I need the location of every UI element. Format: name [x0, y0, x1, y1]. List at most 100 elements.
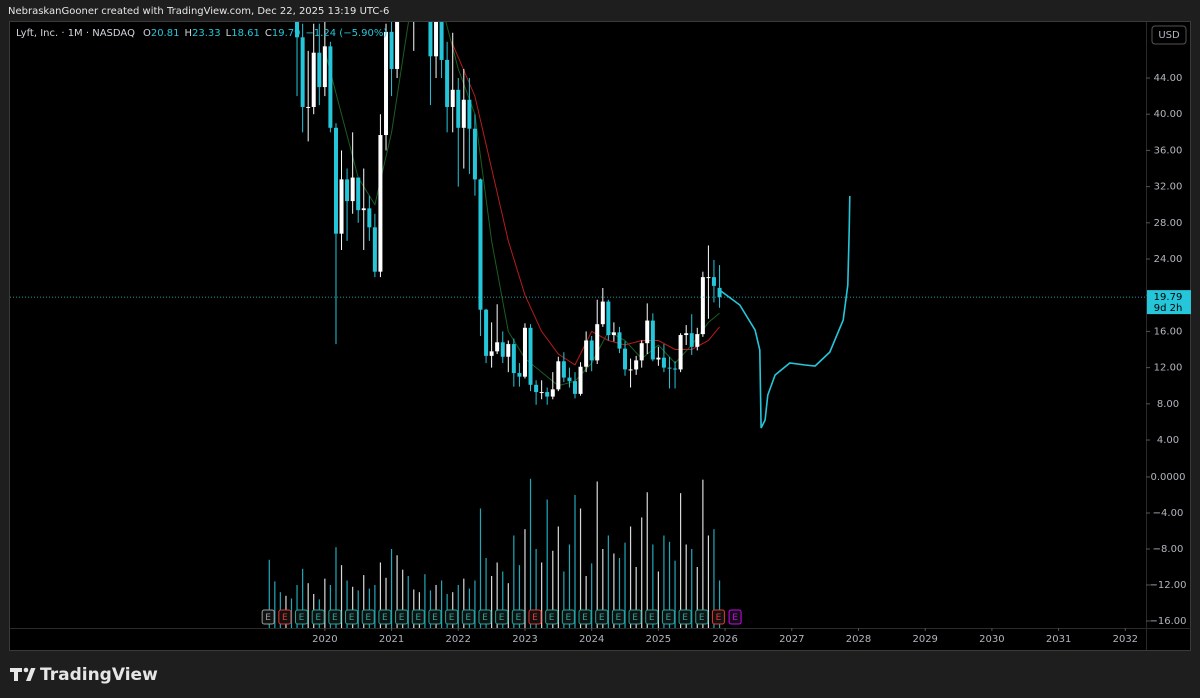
volume-bar [618, 557, 621, 628]
ohlc-label: C [265, 28, 272, 39]
volume-bar [685, 544, 687, 628]
candle-body [689, 333, 694, 347]
last-price-label: 19.79 [1154, 292, 1183, 303]
earnings-marker [595, 609, 609, 625]
volume-bar [307, 583, 309, 628]
candle-body [611, 332, 616, 336]
volume-bar [518, 565, 521, 628]
currency[interactable]: USD [1158, 30, 1180, 41]
candle-body [556, 361, 561, 390]
volume-bar [624, 542, 626, 628]
x-tick-label: 2020 [312, 634, 337, 645]
volume-bar [352, 586, 354, 628]
footer-logo: TradingView [40, 665, 158, 685]
earnings-label: E [299, 613, 305, 623]
earnings-label: E [649, 613, 655, 623]
volume-bar [668, 541, 671, 628]
y-tick-label: 4.00 [1157, 435, 1179, 446]
volume-bar [424, 574, 426, 628]
y-tick-label: 16.00 [1154, 326, 1183, 337]
earnings-marker [445, 609, 459, 625]
earnings-label: E [399, 613, 405, 623]
footer [0, 651, 1200, 698]
earnings-label: E [532, 613, 538, 623]
axes: 4.008.0012.0016.0020.0024.0028.0032.0036… [312, 73, 1191, 645]
x-tick-label: 2032 [1113, 634, 1138, 645]
candle-body [528, 327, 533, 385]
earnings-marker [361, 609, 375, 625]
candle-body [456, 89, 461, 128]
lower-tick-label: −12.00 [1149, 580, 1186, 591]
volume-bar [507, 583, 509, 628]
candle-body [295, 22, 300, 38]
volume-bar [374, 584, 376, 628]
volume-bar [646, 492, 648, 628]
earnings-marker [661, 609, 675, 625]
candle-body [445, 59, 450, 107]
earnings-label: E [515, 613, 521, 623]
candle-body [595, 324, 600, 361]
candle-body [606, 301, 611, 336]
volume-bar [568, 544, 571, 628]
earnings-marker [561, 609, 575, 625]
candle-body [467, 99, 472, 129]
y-tick-label: 44.00 [1154, 73, 1183, 84]
volume-bar [296, 584, 298, 628]
candle-body [589, 340, 594, 361]
volume-bar [324, 578, 326, 628]
volume-bar [579, 508, 582, 628]
volume-bar [385, 577, 387, 628]
candle-body [639, 343, 644, 361]
candle-body [367, 208, 372, 228]
volume-bar [541, 562, 543, 628]
earnings-marker [328, 609, 342, 625]
earnings-label: E [315, 613, 321, 623]
header: NebraskanGooner created with TradingView… [8, 6, 389, 17]
volume-bar [524, 529, 526, 628]
y-tick-label: 24.00 [1154, 254, 1183, 265]
candle-body [678, 335, 683, 370]
candle-body [333, 127, 338, 234]
earnings-label: E [582, 613, 588, 623]
candle-body [545, 392, 550, 397]
candle-body [700, 277, 705, 335]
candle-body [495, 342, 500, 352]
x-tick-label: 2031 [1046, 634, 1071, 645]
candle-body [306, 106, 311, 108]
currency-button[interactable] [1151, 25, 1187, 45]
earnings-marker [395, 609, 409, 625]
lower-tick-label: 0.0000 [1151, 472, 1186, 483]
volume-bar [468, 588, 471, 628]
volume-bar [491, 575, 493, 628]
volume-bar [357, 590, 359, 628]
volume-bar [329, 584, 331, 628]
earnings-label: E [332, 613, 338, 623]
candle-body [484, 309, 489, 356]
earnings-label: E [599, 613, 605, 623]
candle-body [472, 128, 477, 180]
candle-body [311, 52, 316, 107]
volume-bar [718, 580, 721, 628]
volume-bar [691, 548, 693, 628]
x-tick-label: 2030 [979, 634, 1004, 645]
earnings-label: E [682, 613, 688, 623]
y-tick-label: 28.00 [1154, 218, 1183, 229]
volume-bar [363, 575, 365, 628]
candle-body [661, 357, 666, 368]
volume-bar [368, 588, 370, 628]
volume-bar [546, 499, 548, 628]
volume-bar [274, 581, 276, 628]
candle-body [617, 332, 622, 349]
volume-bar [657, 571, 659, 628]
x-tick-label: 2024 [579, 634, 604, 645]
earnings-marker [495, 609, 509, 625]
earnings-marker [628, 609, 642, 625]
volume-bar [513, 535, 515, 628]
volume-bar [702, 479, 704, 628]
candle-body [428, 22, 433, 57]
volume-bar [696, 566, 698, 628]
candle-body [550, 389, 555, 397]
symbol: Lyft, Inc. · 1M · NASDAQ [16, 28, 135, 39]
earnings-label: E [449, 613, 455, 623]
candle-body [339, 179, 344, 234]
